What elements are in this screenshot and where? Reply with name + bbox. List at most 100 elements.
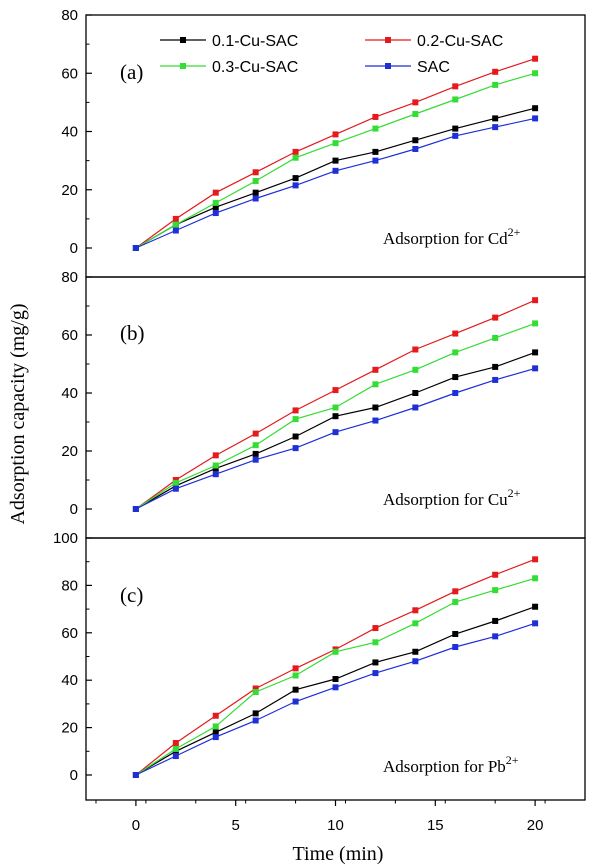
- series-SAC: [132, 365, 539, 512]
- data-point: [332, 167, 339, 174]
- x-axis: 0 5 10 15 20: [95, 800, 546, 834]
- data-point: [492, 124, 499, 131]
- data-point: [172, 479, 179, 486]
- panel-tag: (a): [120, 60, 143, 84]
- data-point: [252, 430, 259, 437]
- y-tick-label: 20: [61, 720, 78, 737]
- data-point: [212, 204, 219, 211]
- data-point: [372, 157, 379, 164]
- y-tick-label: 80: [61, 269, 78, 286]
- legend-label: 0.1-Cu-SAC: [212, 33, 298, 50]
- x-axis-title: Time (min): [293, 843, 384, 865]
- y-tick-label: 60: [61, 625, 78, 642]
- data-point: [452, 132, 459, 139]
- data-point: [332, 413, 339, 420]
- legend-entry: 0.3-Cu-SAC: [160, 59, 298, 76]
- series-0.2-Cu-SAC: [132, 556, 539, 778]
- data-point: [292, 154, 299, 161]
- data-point: [252, 456, 259, 463]
- series-line: [135, 107, 536, 249]
- data-point: [532, 55, 539, 62]
- y-tick-label: 100: [53, 530, 78, 547]
- series-0.3-Cu-SAC: [132, 320, 539, 512]
- series-line: [135, 606, 536, 776]
- y-tick-label: 80: [61, 7, 78, 24]
- series-line: [135, 558, 536, 776]
- data-point: [212, 471, 219, 478]
- data-point: [212, 734, 219, 741]
- panel-annotation: Adsorption for Cu2+: [383, 486, 521, 509]
- data-point: [212, 210, 219, 217]
- data-point: [412, 620, 419, 627]
- data-point: [212, 462, 219, 469]
- data-point: [412, 390, 419, 396]
- data-point: [492, 81, 499, 88]
- panels: 0 20 40 60 80 (a) Adsorption for Cd2+ 0 20 40 60 80…: [53, 7, 586, 801]
- data-point: [372, 125, 379, 132]
- data-point: [412, 404, 419, 411]
- data-point: [292, 698, 299, 705]
- y-tick-label: 80: [61, 577, 78, 594]
- legend-entry: SAC: [365, 59, 450, 76]
- legend-entry: 0.1-Cu-SAC: [160, 33, 298, 50]
- legend-marker: [385, 37, 391, 43]
- x-tick-label: 5: [232, 817, 240, 834]
- data-point: [532, 620, 539, 627]
- data-point: [332, 404, 339, 411]
- data-point: [452, 374, 459, 381]
- panel-annotation: Adsorption for Pb2+: [383, 753, 519, 776]
- x-tick-label: 15: [427, 817, 444, 834]
- data-point: [412, 607, 419, 614]
- data-point: [452, 330, 459, 337]
- y-axis-title: Adsorption capacity (mg/g): [7, 303, 29, 524]
- data-point: [172, 221, 179, 228]
- data-point: [292, 686, 299, 693]
- data-point: [332, 676, 339, 683]
- data-point: [292, 182, 299, 189]
- data-point: [252, 189, 259, 196]
- data-point: [292, 416, 299, 423]
- legend-label: 0.3-Cu-SAC: [212, 59, 298, 76]
- data-point: [372, 366, 379, 373]
- data-point: [212, 199, 219, 206]
- data-point: [372, 404, 379, 411]
- data-point: [252, 442, 259, 449]
- data-point: [132, 245, 139, 251]
- data-point: [332, 140, 339, 147]
- data-point: [492, 376, 499, 383]
- data-point: [212, 452, 219, 459]
- data-point: [372, 625, 379, 632]
- y-tick-label: 40: [61, 385, 78, 402]
- data-point: [452, 644, 459, 651]
- data-point: [332, 429, 339, 436]
- data-point: [292, 445, 299, 452]
- data-point: [532, 575, 539, 582]
- data-point: [492, 363, 499, 370]
- data-point: [532, 105, 539, 112]
- data-point: [212, 723, 219, 730]
- data-point: [492, 633, 499, 640]
- panel-annotation: Adsorption for Cd2+: [383, 225, 521, 248]
- data-point: [492, 115, 499, 122]
- data-point: [412, 99, 419, 106]
- series-line: [135, 622, 536, 776]
- data-point: [252, 710, 259, 717]
- data-point: [372, 639, 379, 646]
- data-point: [372, 670, 379, 677]
- data-point: [292, 148, 299, 155]
- data-point: [452, 588, 459, 595]
- y-tick-label: 20: [61, 182, 78, 199]
- data-point: [252, 689, 259, 696]
- data-point: [252, 195, 259, 202]
- series-SAC: [132, 115, 539, 251]
- series-0.1-Cu-SAC: [132, 105, 539, 251]
- data-point: [292, 175, 299, 182]
- data-point: [452, 96, 459, 103]
- legend: 0.1-Cu-SAC 0.2-Cu-SAC 0.3-Cu-SAC SAC: [160, 33, 503, 76]
- data-point: [412, 366, 419, 373]
- x-tick-label: 20: [527, 817, 544, 834]
- data-point: [412, 346, 419, 353]
- data-point: [492, 68, 499, 75]
- data-point: [452, 630, 459, 637]
